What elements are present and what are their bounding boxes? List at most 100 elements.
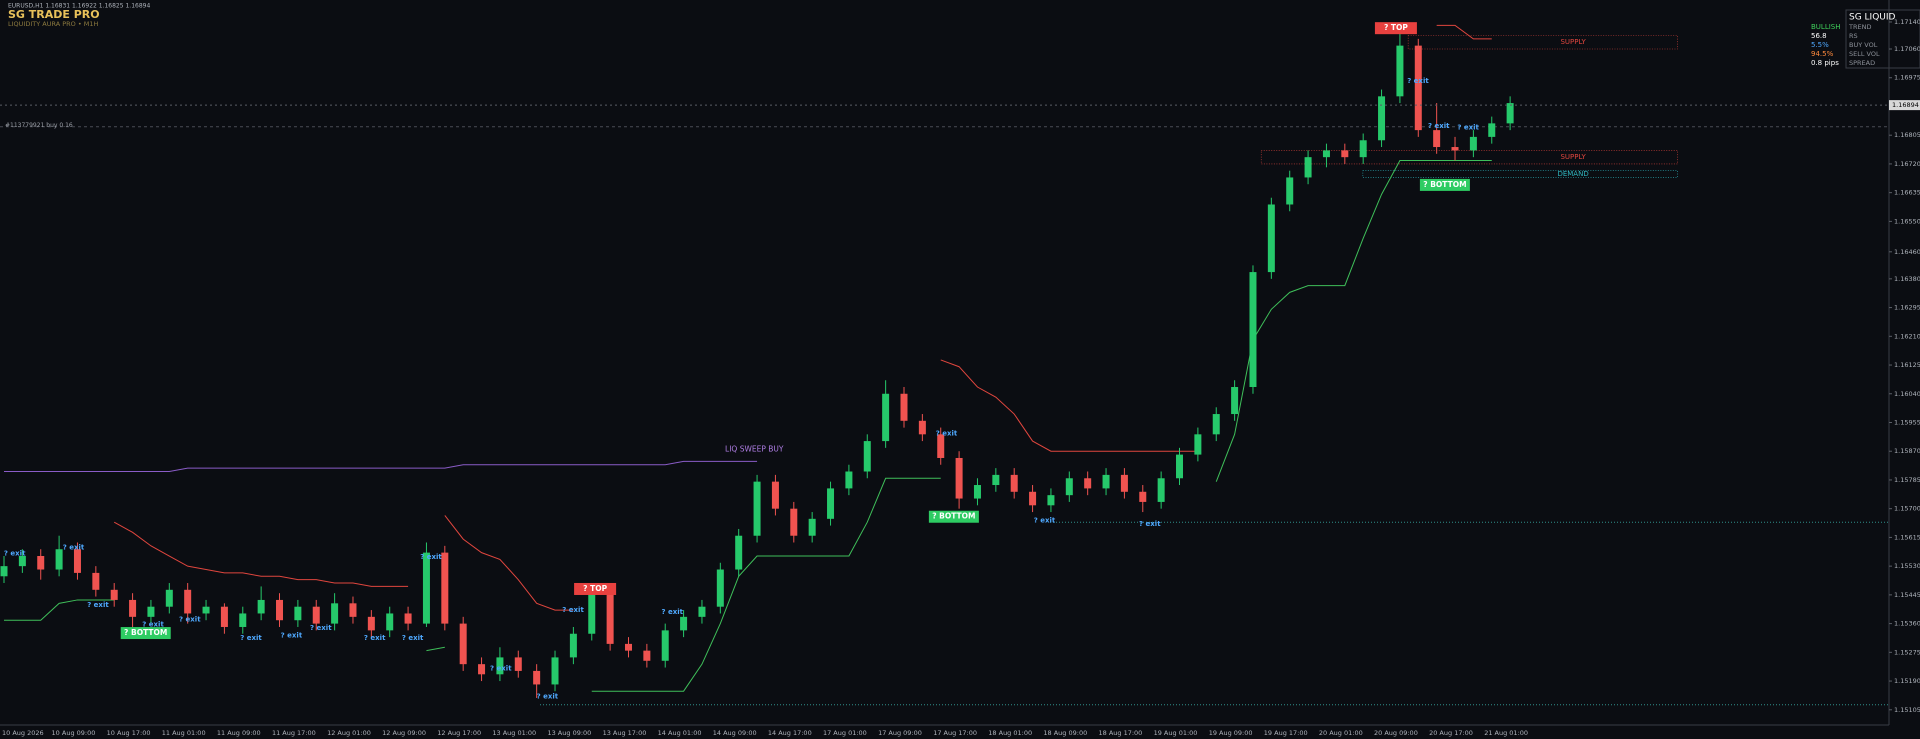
candle-body	[1249, 272, 1257, 388]
indicator-line	[444, 515, 574, 611]
candle-body	[1341, 150, 1349, 158]
bottom-signal-box	[928, 510, 979, 523]
exit-label: ? exit	[179, 616, 201, 624]
panel-value: 94.5%	[1811, 50, 1834, 58]
y-tick-label: 1.15870	[1894, 447, 1920, 455]
order-label: #113779921 buy 0.16	[5, 122, 73, 129]
candle-body	[1231, 387, 1239, 415]
y-tick-label: 1.16460	[1894, 248, 1920, 256]
exit-label: ? exit	[661, 608, 683, 616]
current-price-box	[1889, 100, 1920, 111]
x-tick-label: 18 Aug 17:00	[1098, 729, 1142, 737]
zone-label: DEMAND	[1557, 170, 1588, 178]
x-tick-label: 19 Aug 09:00	[1209, 729, 1253, 737]
candle-body	[184, 589, 192, 614]
x-tick-label: 12 Aug 17:00	[437, 729, 481, 737]
candle-body	[808, 518, 816, 536]
candle-body	[1322, 150, 1330, 158]
candle-body	[863, 441, 871, 472]
candle-body	[349, 603, 357, 617]
exit-label: ? exit	[4, 549, 26, 557]
zone-label: SUPPLY	[1560, 153, 1586, 161]
y-tick-label: 1.16040	[1894, 390, 1920, 398]
candle-body	[1084, 478, 1092, 489]
candle-body	[404, 613, 412, 624]
candle-body	[331, 603, 339, 624]
x-tick-label: 20 Aug 17:00	[1429, 729, 1473, 737]
y-tick-label: 1.15360	[1894, 620, 1920, 628]
candle-body	[1029, 491, 1037, 506]
x-tick-label: 11 Aug 01:00	[162, 729, 206, 737]
candle-body	[312, 606, 320, 624]
candle-body	[110, 589, 118, 600]
symbol-header: EURUSD,H1 1.16831 1.16922 1.16825 1.1689…	[8, 3, 150, 10]
panel-value: 56.8	[1811, 32, 1827, 40]
candle-body	[771, 481, 779, 509]
exit-label: ? exit	[63, 543, 85, 551]
panel-value: 0.8 pips	[1811, 59, 1839, 67]
candle-body	[992, 474, 1000, 486]
candle-body	[1194, 434, 1202, 455]
y-tick-label: 1.16805	[1894, 131, 1920, 139]
candle-body	[92, 572, 100, 590]
exit-label: ? exit	[936, 429, 958, 437]
candle-body	[0, 566, 8, 577]
indicator-line	[591, 477, 941, 692]
candle-body	[496, 657, 504, 675]
exit-label: ? exit	[490, 665, 512, 673]
candle-body	[551, 657, 559, 685]
candle-body	[624, 643, 632, 651]
candle-body	[882, 393, 890, 442]
candle-body	[1139, 491, 1147, 502]
zone	[1407, 35, 1678, 50]
candle-body	[1304, 157, 1312, 178]
y-tick-label: 1.16975	[1894, 74, 1920, 82]
zone	[1260, 150, 1678, 165]
candle-body	[790, 508, 798, 536]
x-tick-label: 11 Aug 09:00	[217, 729, 261, 737]
y-tick-label: 1.15445	[1894, 591, 1920, 599]
candle-body	[514, 657, 522, 671]
bottom-signal-box	[120, 627, 171, 640]
y-tick-label: 1.16635	[1894, 189, 1920, 197]
candle-body	[422, 552, 430, 624]
panel-value: BULLISH	[1811, 23, 1841, 31]
indicator-line	[4, 599, 115, 621]
candle-body	[1065, 478, 1073, 496]
y-tick-label: 1.16380	[1894, 275, 1920, 283]
candle-body	[55, 549, 63, 570]
panel-label: SPREAD	[1849, 59, 1875, 67]
indicator-line	[1436, 24, 1492, 40]
candle-body	[937, 434, 945, 458]
x-tick-label: 13 Aug 17:00	[603, 729, 647, 737]
panel-label: RS	[1849, 32, 1858, 40]
y-tick-label: 1.15275	[1894, 648, 1920, 656]
x-tick-label: 12 Aug 09:00	[382, 729, 426, 737]
panel-box	[1845, 9, 1920, 69]
exit-label: ? exit	[87, 601, 109, 609]
logo: SG TRADE PRO	[8, 8, 100, 21]
candle-body	[1267, 204, 1275, 273]
candle-body	[845, 471, 853, 489]
x-tick-label: 20 Aug 09:00	[1374, 729, 1418, 737]
x-tick-label: 17 Aug 17:00	[933, 729, 977, 737]
candle-body	[1286, 177, 1294, 205]
candle-body	[1378, 96, 1386, 141]
liq-sweep-label: LIQ SWEEP BUY	[725, 444, 784, 453]
y-tick-label: 1.16210	[1894, 332, 1920, 340]
candle-body	[1102, 474, 1110, 489]
x-tick-label: 10 Aug 09:00	[52, 729, 96, 737]
y-tick-label: 1.15785	[1894, 476, 1920, 484]
panel-label: TREND	[1848, 23, 1871, 31]
candle-body	[569, 633, 577, 658]
candle-body	[1506, 103, 1514, 124]
candle-body	[1433, 130, 1441, 148]
candle-body	[1359, 140, 1367, 158]
candle-body	[1047, 495, 1055, 506]
candle-body	[1010, 474, 1018, 492]
candle-body	[239, 613, 247, 627]
candle-body	[955, 457, 963, 499]
y-tick-label: 1.15615	[1894, 533, 1920, 541]
y-tick-label: 1.16720	[1894, 160, 1920, 168]
